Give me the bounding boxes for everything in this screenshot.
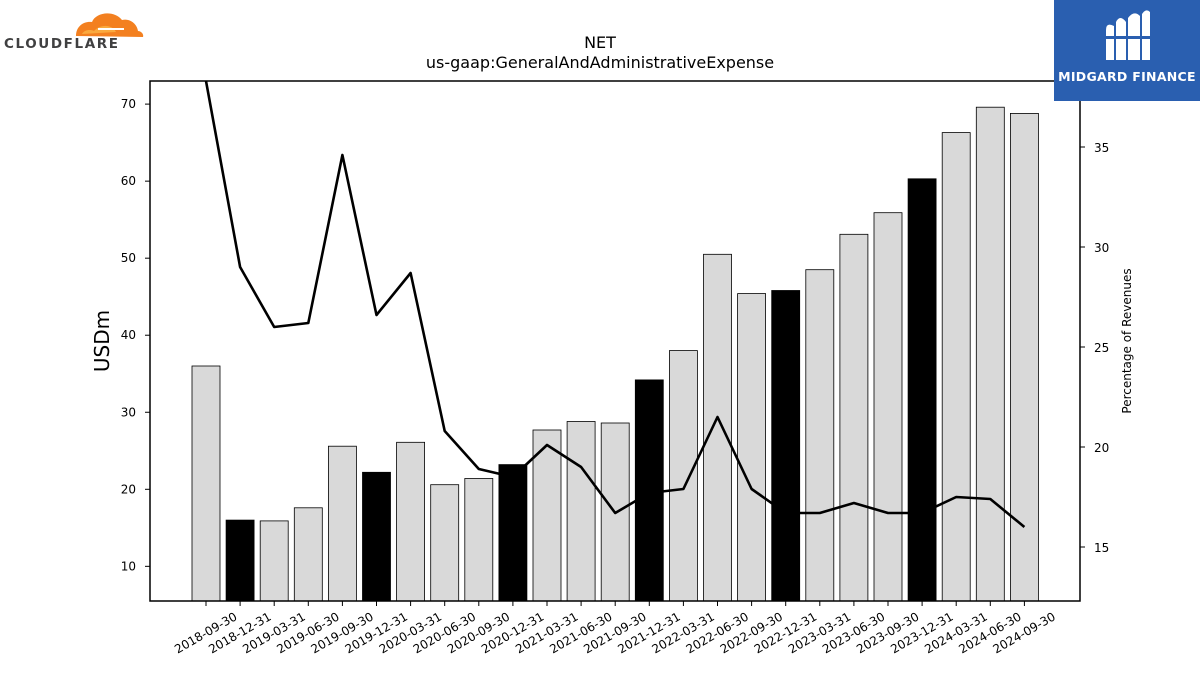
bar-2021-12-31	[634, 379, 664, 602]
bar-2023-09-30	[873, 212, 903, 602]
y2-tick-label: 35	[1094, 141, 1109, 155]
cloudflare-wordmark: CLOUDFLARE	[4, 36, 120, 52]
bar-2024-09-30	[1010, 113, 1039, 602]
cloud-icon	[76, 13, 144, 38]
bar-2019-06-30	[293, 507, 323, 602]
percentage-line	[204, 80, 1026, 529]
chart-title: NET	[584, 33, 616, 52]
secondary-y-axis-label: Percentage of Revenues	[1120, 268, 1134, 413]
bar-2020-12-31	[498, 464, 528, 602]
bar-2019-12-31	[362, 471, 391, 602]
y-tick-label: 60	[121, 174, 136, 188]
y-tick-label: 50	[121, 251, 136, 265]
bar-group	[191, 106, 1039, 602]
bar-2022-06-30	[703, 253, 732, 602]
bar-2024-06-30	[975, 106, 1005, 602]
bar-2023-03-31	[805, 269, 835, 602]
bar-2023-12-31	[907, 178, 937, 602]
right-axis: 15 20 25 30 35	[1080, 141, 1109, 555]
bar-2020-09-30	[464, 478, 494, 602]
bar-2020-03-31	[396, 441, 426, 602]
bar-2021-03-31	[532, 429, 562, 602]
bar-2019-09-30	[327, 445, 357, 602]
midgard-finance-logo: MIDGARD FINANCE	[1054, 0, 1200, 101]
bar-2022-09-30	[737, 293, 766, 602]
x-axis: 2018-09-302018-12-312019-03-312019-06-30…	[172, 601, 1058, 656]
bar-2020-06-30	[430, 484, 460, 602]
y-tick-label: 70	[121, 97, 136, 111]
y-tick-label: 10	[121, 559, 136, 573]
y2-tick-label: 20	[1094, 441, 1109, 455]
y2-tick-label: 15	[1094, 541, 1109, 555]
left-axis: 10 20 30 40 50 60 70	[121, 97, 150, 573]
bar-2024-03-31	[941, 132, 971, 602]
bar-2022-12-31	[771, 290, 801, 602]
y-tick-label: 20	[121, 482, 136, 496]
chart-subtitle: us-gaap:GeneralAndAdministrativeExpense	[425, 53, 775, 72]
bar-2023-06-30	[839, 233, 869, 602]
y2-tick-label: 25	[1094, 341, 1109, 355]
bar-2019-03-31	[259, 520, 289, 602]
bar-2022-03-31	[669, 350, 698, 602]
bar-2018-09-30	[191, 365, 221, 602]
y-tick-label: 30	[121, 405, 136, 419]
y-axis-label: USDm	[90, 310, 114, 372]
bar-2021-06-30	[566, 421, 596, 602]
y-tick-label: 40	[121, 328, 136, 342]
midgard-wordmark: MIDGARD FINANCE	[1058, 69, 1196, 84]
bar-2018-12-31	[225, 519, 255, 602]
midgard-m-icon	[1106, 10, 1150, 61]
y2-tick-label: 30	[1094, 241, 1109, 255]
